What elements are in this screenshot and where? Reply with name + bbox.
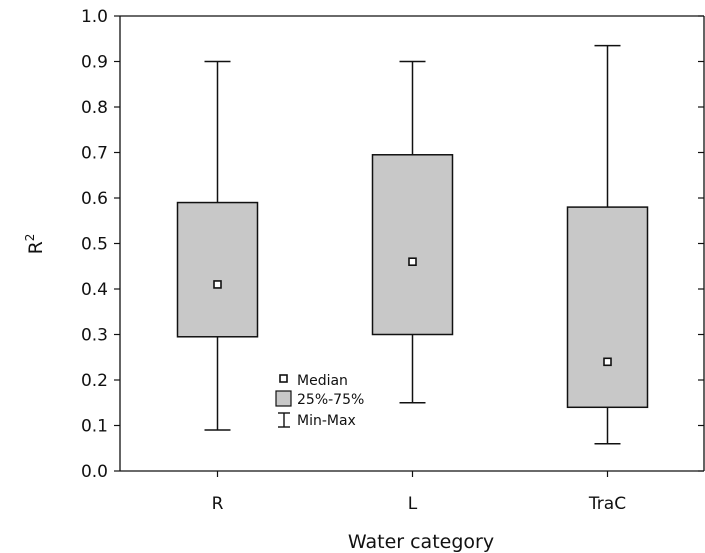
legend-median-marker [279, 374, 288, 383]
x-tick-label: L [408, 494, 418, 514]
y-tick-label: 0.5 [81, 235, 108, 255]
x-tick-label: TraC [588, 494, 626, 514]
median-marker [213, 280, 222, 289]
y-axis-title-base: R [25, 241, 47, 254]
median-marker [603, 357, 612, 367]
legend-whisker-label: Min-Max [297, 413, 356, 429]
y-tick-label: 0.4 [81, 280, 108, 300]
iqr-box [176, 201, 259, 338]
y-tick-label: 0.9 [81, 53, 108, 73]
legend-median-label: Median [297, 373, 348, 389]
y-axis-title-superscript: 2 [23, 234, 37, 242]
y-tick-label: 0.6 [81, 189, 108, 209]
y-axis-title: R2 [23, 234, 47, 255]
legend-box-label: 25%-75% [297, 392, 364, 408]
y-tick-label: 0.8 [81, 98, 108, 118]
box-trac [566, 44, 649, 445]
y-ticks: 0.0 0.1 0.2 0.3 0.4 0.5 0.6 0.7 0.8 0.9 1.0 [81, 7, 704, 482]
y-tick-label: 0.0 [81, 462, 108, 482]
legend: Median 25%-75% Min-Max [275, 373, 364, 429]
y-tick-label: 0.7 [81, 144, 108, 164]
box-l [371, 60, 454, 404]
median-marker [408, 257, 417, 267]
x-tick-label: R [212, 494, 224, 514]
iqr-box [566, 206, 649, 409]
x-ticks: R L TraC [212, 471, 626, 514]
y-tick-label: 0.1 [81, 417, 108, 437]
y-tick-label: 0.3 [81, 326, 108, 346]
x-axis-title: Water category [348, 531, 494, 553]
y-tick-label: 1.0 [81, 7, 108, 27]
legend-box-swatch [275, 390, 292, 407]
legend-whisker-symbol [278, 412, 290, 428]
y-tick-label: 0.2 [81, 371, 108, 391]
iqr-box [371, 154, 454, 336]
boxes [176, 44, 649, 445]
box-r [176, 60, 259, 431]
